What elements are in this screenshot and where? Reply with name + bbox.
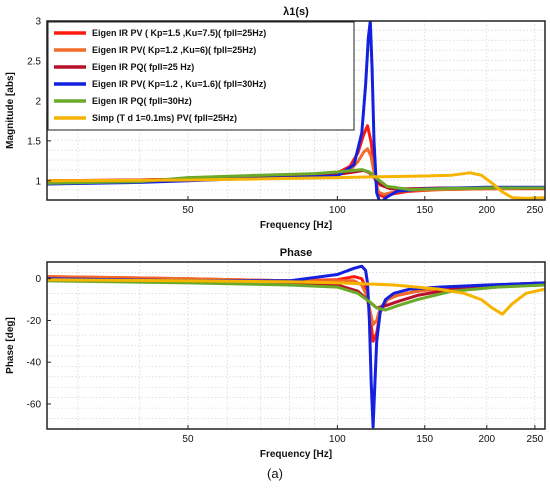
legend-box [47, 21, 355, 131]
legend-label: Eigen IR PV( Kp=1.2 , Ku=1.6)( fpll=30Hz… [92, 79, 266, 89]
magnitude-chart: 50 100 150 200 250 1 1.5 2 2.5 3 λ1(s) Frequency [H… [5, 6, 546, 231]
magnitude-y-tick-label: 2 [35, 96, 41, 107]
phase-y-tick-label: -40 [27, 358, 42, 369]
magnitude-axes-frame [46, 20, 546, 201]
phase-series-line-6 [47, 278, 545, 316]
magnitude-x-tick-label: 100 [329, 205, 346, 216]
phase-axes-frame [46, 261, 546, 430]
magnitude-series-line-5 [47, 168, 545, 192]
magnitude-y-tick-label: 1 [35, 176, 41, 187]
magnitude-x-tick-label: 200 [478, 205, 495, 216]
magnitude-y-axis-title: Magnitude [abs] [5, 72, 16, 149]
phase-chart-title: Phase [280, 247, 312, 259]
phase-series-line-4 [47, 264, 545, 429]
figure-caption: (a) [267, 466, 283, 481]
magnitude-x-tick-label: 250 [527, 205, 544, 216]
magnitude-series-group [47, 21, 545, 200]
magnitude-x-axis-title: Frequency [Hz] [260, 220, 332, 231]
phase-x-tick-label: 200 [478, 434, 495, 445]
phase-y-axis-title: Phase [deg] [5, 317, 16, 374]
chart-legend: Eigen IR PV ( Kp=1.5 ,Ku=7.5)( fpll=25Hz… [47, 21, 355, 131]
magnitude-chart-title: λ1(s) [283, 6, 309, 18]
phase-x-tick-label: 50 [182, 434, 194, 445]
phase-y-tick-label: 0 [35, 274, 41, 285]
phase-x-axis-title: Frequency [Hz] [260, 449, 332, 460]
phase-x-tick-label: 150 [416, 434, 433, 445]
phase-x-tick-label: 250 [527, 434, 544, 445]
magnitude-y-tick-label: 3 [35, 17, 41, 28]
magnitude-x-tick-label: 50 [182, 205, 194, 216]
magnitude-x-tick-label: 150 [416, 205, 433, 216]
magnitude-y-tick-label: 2.5 [27, 56, 41, 67]
legend-label: Eigen IR PQ( fpll=25 Hz) [92, 62, 194, 72]
legend-label: Eigen IR PQ( fpll=30Hz) [92, 96, 192, 106]
legend-label: Eigen IR PV( Kp=1.2 ,Ku=6)( fpll=25Hz) [92, 45, 256, 55]
phase-x-tick-label: 100 [329, 434, 346, 445]
phase-chart: 50 100 150 200 250 0 -20 -40 -60 Phase Frequency [… [5, 247, 546, 460]
phase-series-line-2 [47, 275, 545, 327]
phase-y-tick-label: -20 [27, 316, 42, 327]
magnitude-series-line-6 [47, 171, 545, 200]
phase-y-tick-label: -60 [27, 399, 42, 410]
legend-label: Eigen IR PV ( Kp=1.5 ,Ku=7.5)( fpll=25Hz… [92, 28, 266, 38]
phase-series-group [47, 264, 545, 429]
legend-label: Simp (T d 1=0.1ms) PV( fpll=25Hz) [92, 113, 237, 123]
magnitude-y-tick-label: 1.5 [27, 136, 41, 147]
